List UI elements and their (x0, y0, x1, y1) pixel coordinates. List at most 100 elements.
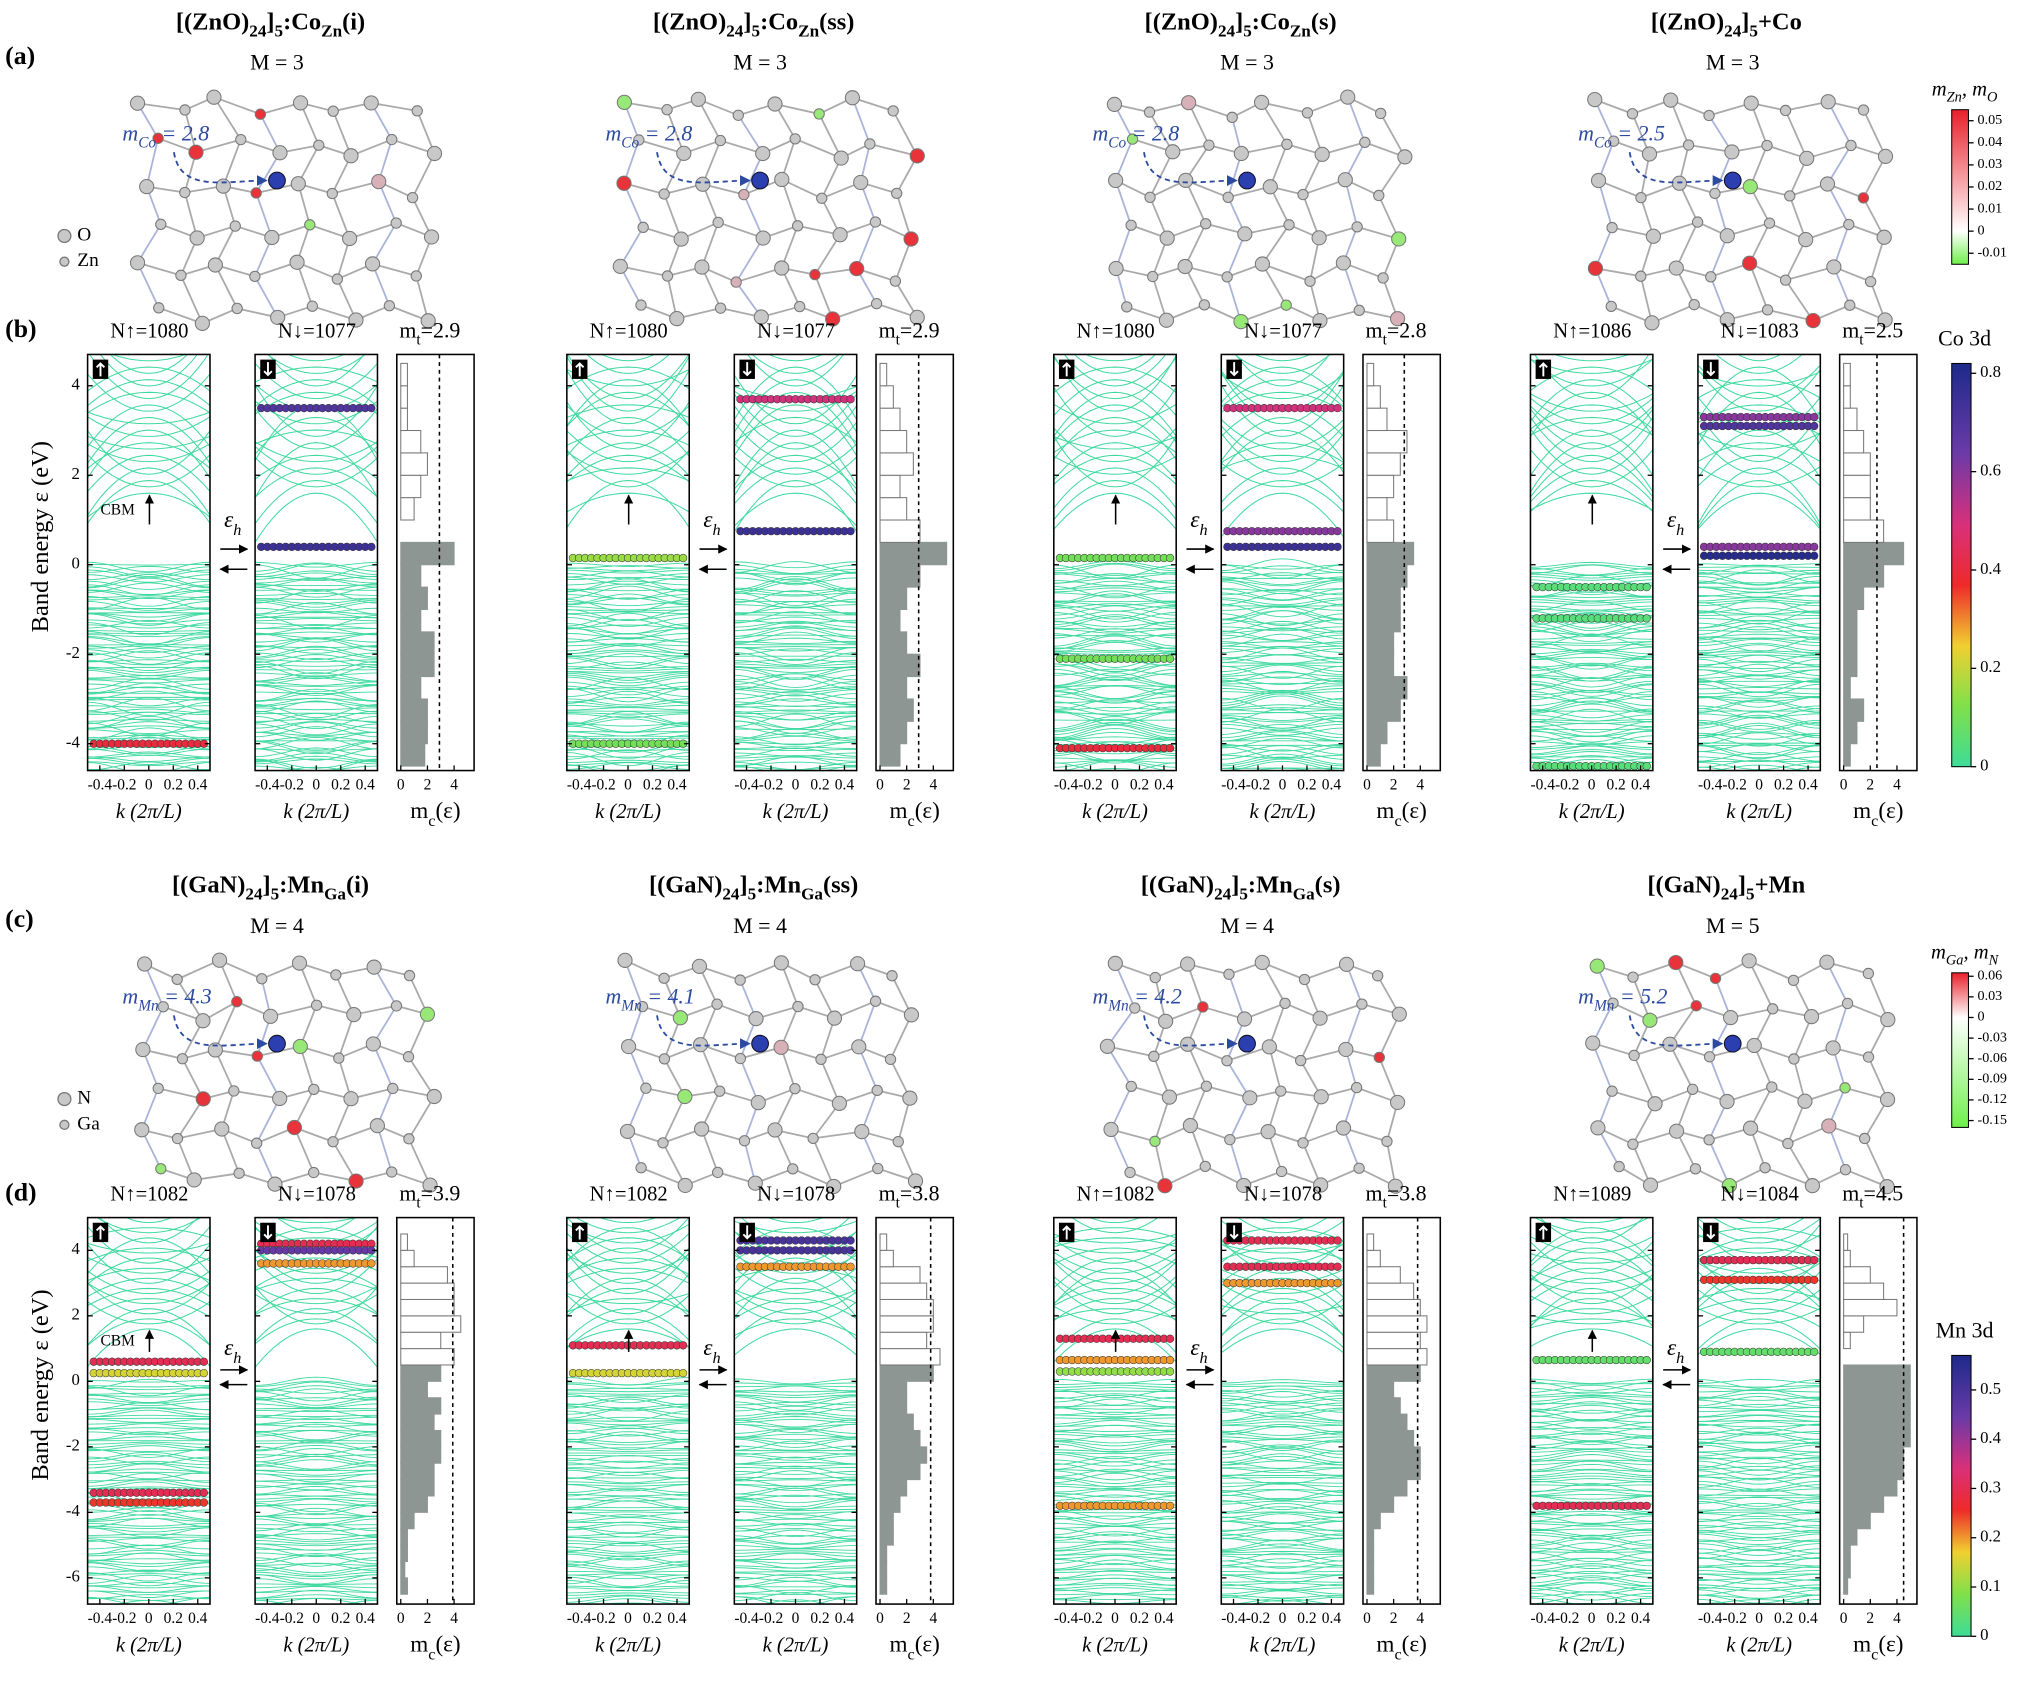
atom (1360, 137, 1370, 147)
band-line (1698, 733, 1820, 739)
moment-bar (1367, 498, 1387, 520)
band-line (1698, 1410, 1820, 1411)
x-tick-label: 2 (424, 777, 432, 794)
band-line (88, 1428, 210, 1429)
total-moment-label-part: m (1842, 318, 1859, 343)
legend-label: N (77, 1088, 91, 1109)
colorbar-title-part: N (1988, 953, 2000, 969)
moment-bar (401, 453, 428, 475)
structure-title-part: ] (739, 871, 747, 898)
total-moment-label: mt=3.8 (1366, 1181, 1427, 1212)
band-line (734, 1429, 856, 1437)
atom (854, 175, 868, 189)
band-line (1221, 1503, 1343, 1512)
band-line (734, 1278, 856, 1317)
moment-bar (1844, 1447, 1904, 1463)
atom (827, 1011, 841, 1025)
band-line (734, 1288, 856, 1303)
band-line (1054, 1537, 1176, 1543)
moment-bar (1844, 408, 1857, 430)
band-line (88, 680, 210, 683)
x-tick-label: 0 (1279, 777, 1287, 794)
band-line (567, 753, 689, 766)
band-line (255, 618, 377, 620)
gap-label-part: h (1199, 521, 1207, 539)
atom (1607, 222, 1617, 232)
gap-label: εh (1667, 1336, 1684, 1367)
atom (1669, 955, 1683, 969)
x-axis-label-part: m (410, 1632, 428, 1658)
x-tick-label: -0.4 (734, 1610, 759, 1627)
atom (255, 109, 265, 119)
band-line (1054, 601, 1176, 602)
colorbar-tick-label: 0.02 (1977, 178, 2002, 194)
band-line (567, 586, 689, 598)
atom (391, 218, 401, 228)
structure-title-part: 24 (1218, 22, 1236, 41)
total-moment-label-part: m (1366, 318, 1383, 343)
atom (1302, 108, 1312, 118)
atom (659, 973, 669, 983)
band-line (1698, 593, 1820, 597)
moment-bar (880, 699, 913, 721)
atom (1261, 1125, 1275, 1139)
band-line (1221, 426, 1343, 462)
moment-bar (1844, 1234, 1848, 1250)
total-moment-label: mt=3.8 (879, 1181, 940, 1212)
band-line (1221, 1419, 1343, 1423)
x-tick-label: 0 (876, 777, 884, 794)
moment-label-part: m (605, 120, 621, 145)
moment-bar (401, 431, 421, 453)
band-line (1698, 618, 1820, 621)
atom (1588, 93, 1602, 107)
band-line (734, 430, 856, 486)
x-axis-label-part: (ε) (915, 798, 940, 824)
legend-marker (58, 229, 71, 242)
x-axis-label-part: (ε) (915, 1632, 940, 1658)
atom (670, 312, 684, 326)
atom (678, 1089, 692, 1103)
atom (196, 1014, 210, 1028)
moment-bar (880, 677, 907, 699)
x-tick-label: -0.2 (1722, 1610, 1746, 1627)
band-line (567, 584, 689, 591)
atom (768, 97, 782, 111)
band-line (1530, 1576, 1652, 1583)
atom (1704, 110, 1714, 120)
defect-level (1166, 554, 1174, 562)
band-line (1530, 1204, 1652, 1223)
bands (1054, 1192, 1176, 1604)
band-line (255, 1499, 377, 1506)
x-tick-label: -0.4 (88, 777, 113, 794)
band-line (255, 1319, 377, 1344)
colorbar-tick-label: 0 (1980, 756, 1988, 775)
moment-bar (1367, 542, 1414, 564)
atom (1845, 300, 1855, 310)
atom (1827, 260, 1841, 274)
band-line (734, 468, 856, 504)
atom (1627, 109, 1637, 119)
moment-bar (880, 363, 887, 385)
moment-bar (880, 1480, 907, 1496)
atom (364, 96, 378, 110)
dopant-atom (1239, 172, 1256, 189)
atom (344, 1092, 358, 1106)
band-line (567, 656, 689, 665)
bands (1221, 329, 1343, 773)
atom (613, 259, 627, 273)
atom (756, 146, 770, 160)
atom (1643, 1013, 1657, 1027)
bond (1593, 1043, 1612, 1091)
atom (622, 1039, 636, 1053)
band-line (1530, 1315, 1652, 1324)
band-line (1530, 1449, 1652, 1456)
moment-label-part: m (1578, 984, 1594, 1009)
moment-bar (880, 1430, 920, 1446)
band-line (88, 1248, 210, 1261)
moment-bar (880, 587, 907, 609)
band-line (1221, 642, 1343, 644)
structure-title-part: :Mn (279, 871, 324, 898)
atom (1863, 968, 1873, 978)
structure-title: [(ZnO)24]5+Co (1651, 8, 1802, 41)
y-axis-label: Band energy ε (eV) (27, 1289, 54, 1480)
